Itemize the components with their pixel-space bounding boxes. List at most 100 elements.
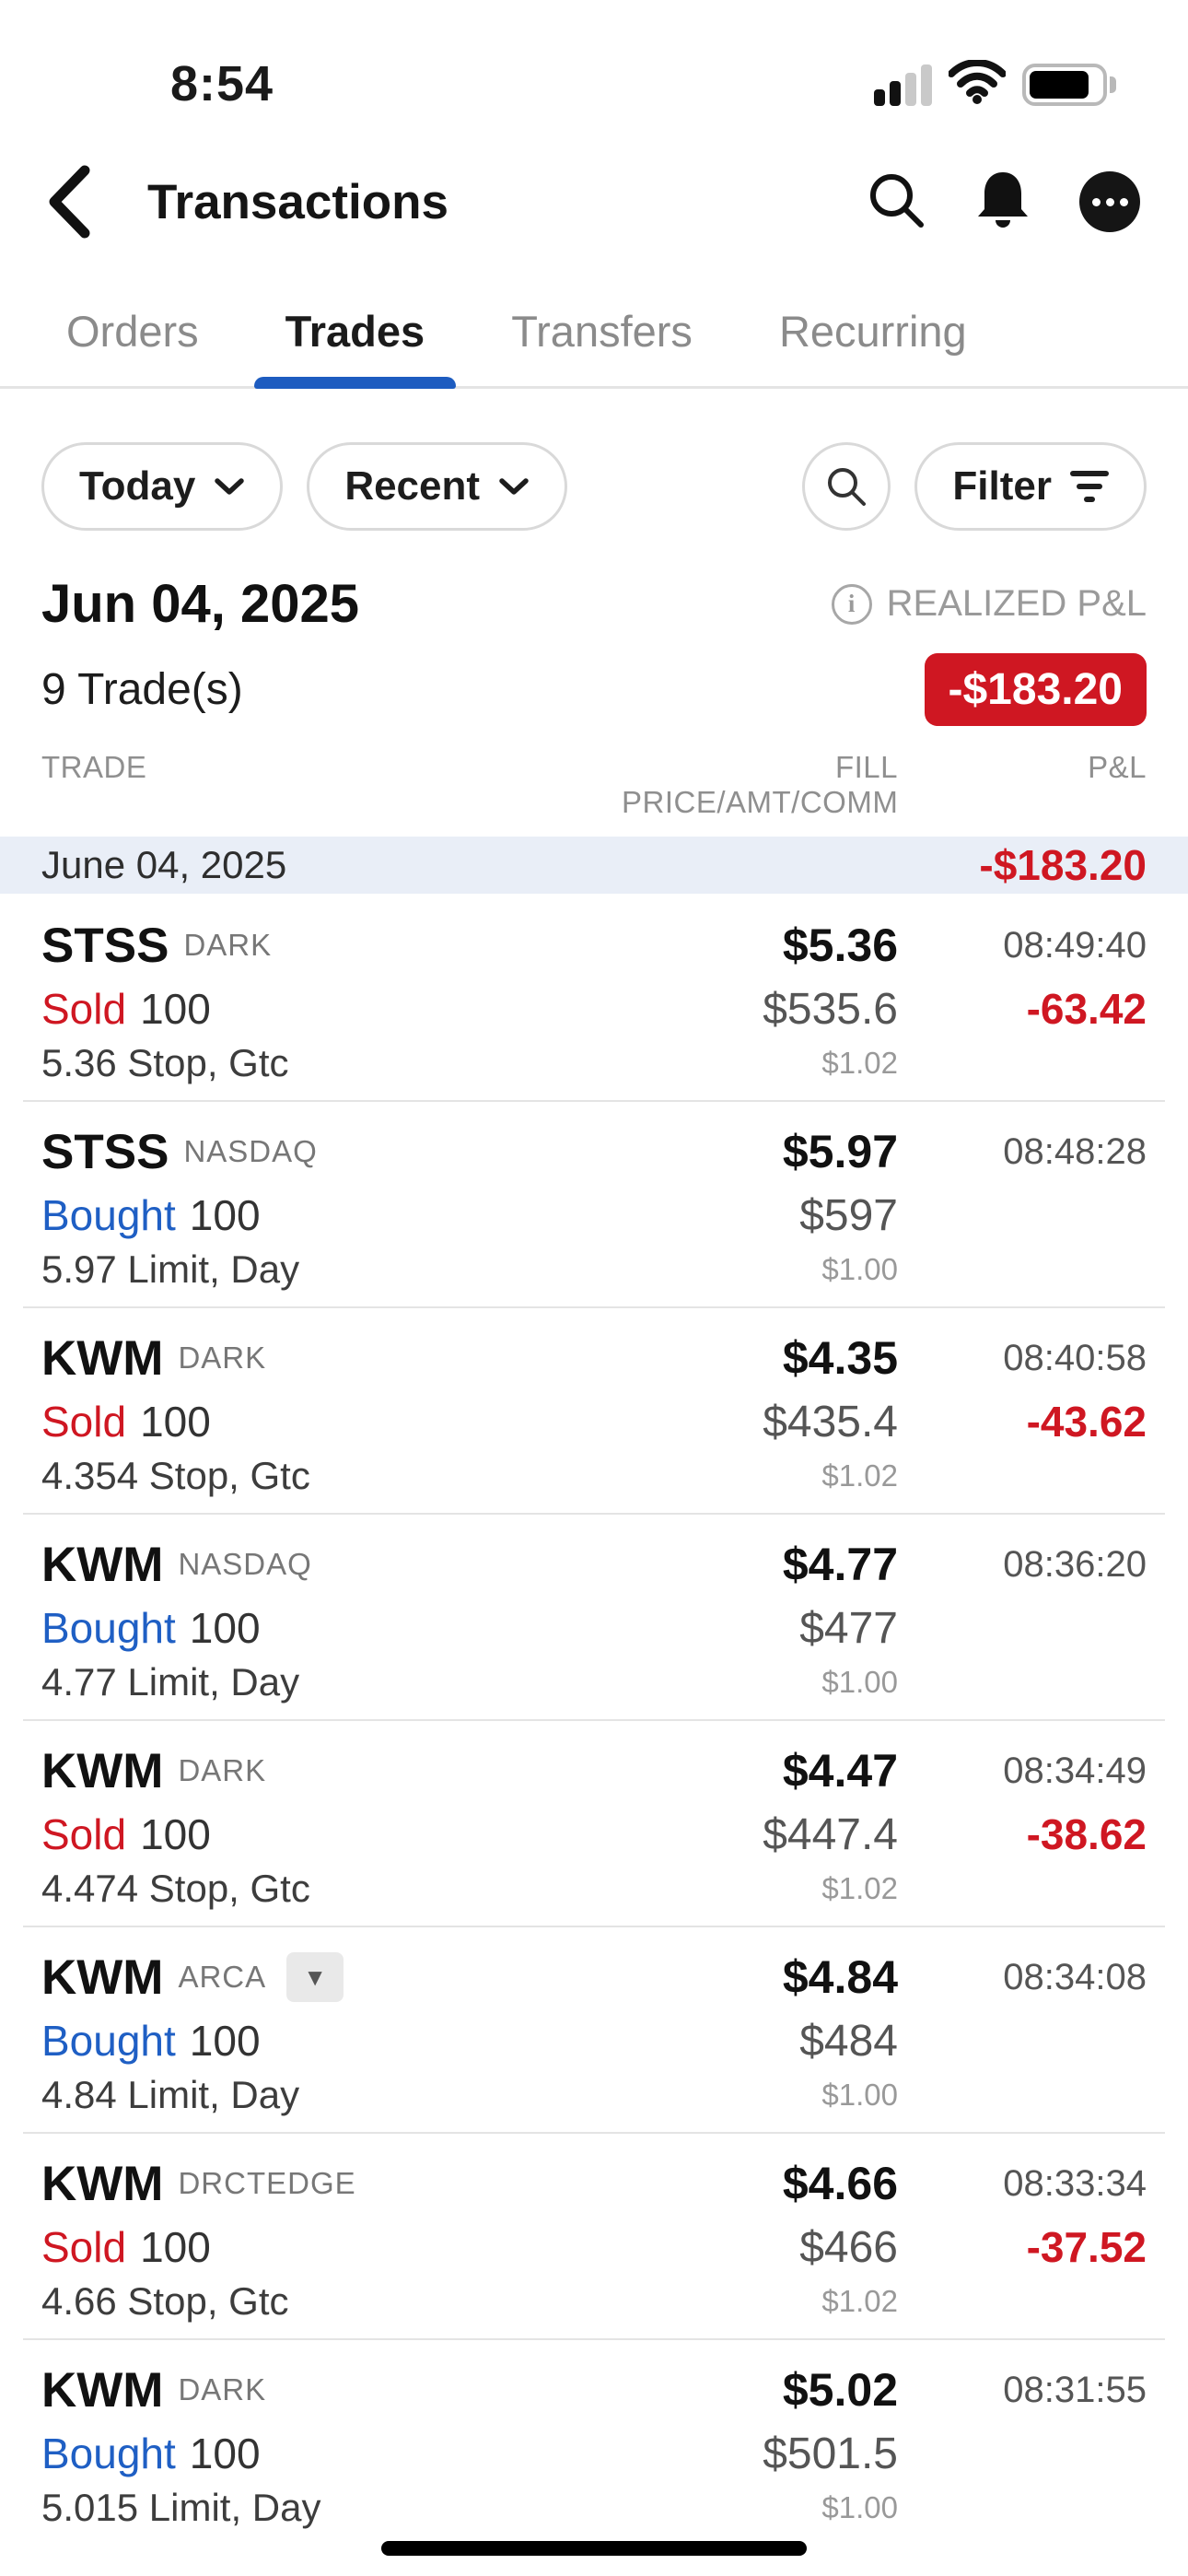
filter-label: Filter [952,463,1052,509]
trade-symbol: STSS [41,918,169,973]
trade-pnl: -37.52 [1026,2223,1147,2271]
date-range-label: Today [79,463,196,509]
trade-amount: $447.4 [763,1809,898,1859]
battery-icon [1022,63,1116,106]
trade-row[interactable]: KWM DARK Sold 100 4.354 Stop, Gtc $4.35 … [0,1306,1188,1513]
header-actions [866,169,1140,236]
trade-side: Bought [41,1191,176,1239]
trade-fill-price: $4.66 [782,2158,898,2209]
trade-order-desc: 5.36 Stop, Gtc [41,1041,289,1084]
trade-commission: $1.00 [821,2078,898,2112]
trade-venue: DRCTEDGE [178,2166,356,2200]
tab-orders[interactable]: Orders [66,307,199,356]
date-range-dropdown[interactable]: Today [41,442,284,531]
trade-amount: $597 [799,1190,898,1240]
more-options-icon[interactable] [1079,171,1140,232]
trade-quantity: 100 [189,2017,261,2065]
trade-order-desc: 4.474 Stop, Gtc [41,1867,310,1910]
trade-fill-price: $4.77 [782,1539,898,1590]
date-group-header[interactable]: June 04, 2025 -$183.20 [0,837,1188,894]
trade-row[interactable]: KWM DARK Bought 100 5.015 Limit, Day $5.… [0,2338,1188,2545]
trade-fill-price: $5.02 [782,2364,898,2416]
trade-amount: $435.4 [763,1397,898,1446]
trade-venue: NASDAQ [183,1134,318,1168]
cellular-signal-icon [874,64,932,106]
trade-order-desc: 4.354 Stop, Gtc [41,1454,310,1497]
filter-row: Today Recent Filter [0,442,1188,531]
group-date: June 04, 2025 [41,843,287,886]
home-indicator[interactable] [381,2541,807,2556]
trade-commission: $1.02 [821,1046,898,1080]
trade-time: 08:36:20 [1003,1543,1147,1585]
trade-symbol: KWM [41,1537,164,1592]
status-bar: 8:54 [0,0,1188,120]
day-summary: Jun 04, 2025 i REALIZED P&L 9 Trade(s) -… [0,573,1188,726]
caret-down-icon: ▼ [303,1962,327,1991]
trade-commission: $1.00 [821,2490,898,2524]
trade-row[interactable]: KWM DRCTEDGE Sold 100 4.66 Stop, Gtc $4.… [0,2132,1188,2338]
trade-side: Bought [41,2430,176,2477]
trade-commission: $1.00 [821,1252,898,1286]
back-button[interactable] [44,164,99,240]
trade-fill-price: $5.36 [782,919,898,971]
trade-amount: $501.5 [763,2429,898,2478]
trade-venue: NASDAQ [178,1547,312,1581]
trade-commission: $1.00 [821,1665,898,1699]
trade-symbol: KWM [41,2156,164,2211]
trade-row[interactable]: STSS DARK Sold 100 5.36 Stop, Gtc $5.36 … [0,894,1188,1100]
trade-quantity: 100 [140,2223,211,2271]
status-time: 8:54 [170,56,274,111]
trade-row[interactable]: KWM NASDAQ Bought 100 4.77 Limit, Day $4… [0,1513,1188,1719]
summary-date: Jun 04, 2025 [41,574,359,634]
trade-time: 08:34:08 [1003,1956,1147,1997]
tab-trades[interactable]: Trades [253,306,456,389]
trade-venue: DARK [178,1753,267,1787]
realized-pnl-badge: -$183.20 [924,653,1147,726]
trade-amount: $466 [799,2222,898,2272]
column-trade: TRADE [41,750,147,784]
trade-venue: DARK [178,2372,267,2406]
trade-side: Bought [41,2017,176,2065]
trade-time: 08:33:34 [1003,2162,1147,2204]
trade-fill-price: $5.97 [782,1126,898,1177]
trade-side: Bought [41,1604,176,1652]
realized-pnl-group: i REALIZED P&L [831,583,1147,625]
filter-button[interactable]: Filter [914,442,1147,531]
trade-symbol: KWM [41,1950,164,2005]
trade-venue: DARK [183,928,273,962]
trade-pnl: -63.42 [1026,985,1147,1033]
trade-order-desc: 4.77 Limit, Day [41,1660,300,1704]
trade-row[interactable]: KWM DARK Sold 100 4.474 Stop, Gtc $4.47 … [0,1719,1188,1926]
group-pnl: -$183.20 [979,841,1147,889]
trade-pnl: -43.62 [1026,1398,1147,1446]
trade-fill-price: $4.35 [782,1332,898,1384]
trade-quantity: 100 [189,1604,261,1652]
trade-quantity: 100 [140,985,211,1033]
tab-recurring[interactable]: Recurring [778,307,967,356]
trade-row[interactable]: KWM ARCA ▼ Bought 100 4.84 Limit, Day $4… [0,1926,1188,2132]
trade-symbol: KWM [41,1330,164,1386]
search-trades-button[interactable] [802,442,891,531]
search-icon [828,468,867,506]
realized-pnl-label: REALIZED P&L [886,583,1147,624]
sort-dropdown[interactable]: Recent [307,442,568,531]
trade-quantity: 100 [189,2430,261,2477]
trade-row[interactable]: STSS NASDAQ Bought 100 5.97 Limit, Day $… [0,1100,1188,1306]
trade-commission: $1.02 [821,1458,898,1493]
bell-icon[interactable] [974,169,1031,236]
column-fill: FILL PRICE/AMT/COMM [622,750,899,819]
trade-order-desc: 5.97 Limit, Day [41,1247,300,1291]
back-chevron-icon [49,165,90,239]
info-icon[interactable]: i [831,583,872,625]
filter-lines-icon [1070,471,1109,502]
tab-transfers[interactable]: Transfers [511,307,693,356]
trade-time: 08:49:40 [1003,924,1147,966]
trade-side: Sold [41,1398,127,1446]
venue-dropdown-button[interactable]: ▼ [286,1952,344,2002]
trade-fill-price: $4.84 [782,1951,898,2003]
trade-count: 9 Trade(s) [41,665,243,714]
trade-list: STSS DARK Sold 100 5.36 Stop, Gtc $5.36 … [0,894,1188,2545]
search-icon[interactable] [866,170,926,235]
trade-order-desc: 5.015 Limit, Day [41,2486,321,2529]
